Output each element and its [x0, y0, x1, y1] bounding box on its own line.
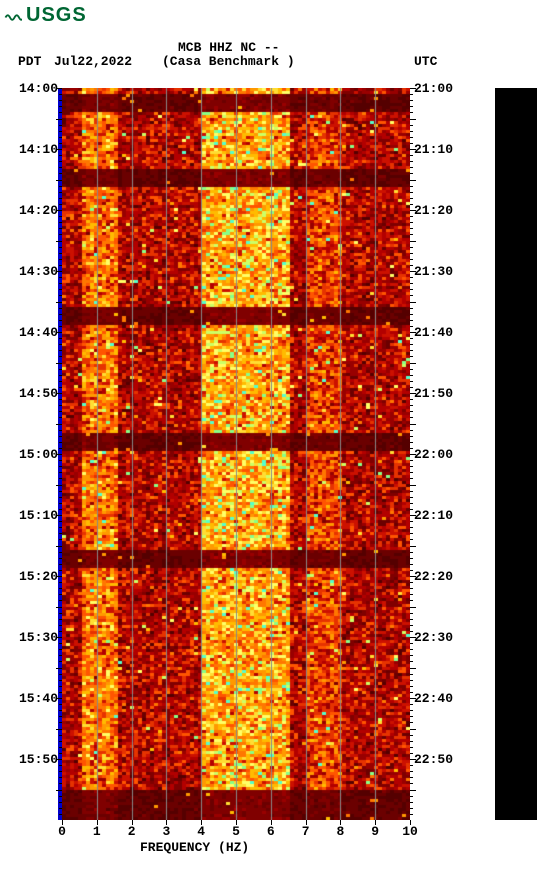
y-right-label: 22:50	[414, 752, 453, 767]
usgs-logo: USGS	[4, 4, 87, 27]
y-right-label: 22:20	[414, 569, 453, 584]
y-right-label: 22:30	[414, 630, 453, 645]
y-left-label: 15:40	[18, 691, 58, 706]
y-right-label: 21:50	[414, 386, 453, 401]
x-axis-label: 8	[330, 824, 350, 839]
x-axis-label: 5	[226, 824, 246, 839]
y-left-label: 14:00	[18, 81, 58, 96]
y-right-label: 21:10	[414, 142, 453, 157]
spectrogram-canvas	[62, 88, 410, 820]
x-axis-label: 2	[122, 824, 142, 839]
y-left-label: 14:40	[18, 325, 58, 340]
y-left-label: 15:00	[18, 447, 58, 462]
wave-icon	[4, 7, 22, 25]
date-label: Jul22,2022	[54, 54, 132, 69]
y-right-label: 21:00	[414, 81, 453, 96]
station-line2: (Casa Benchmark )	[162, 54, 295, 69]
y-right-label: 22:10	[414, 508, 453, 523]
logo-text: USGS	[26, 4, 87, 27]
y-right-label: 21:30	[414, 264, 453, 279]
x-axis-label: 9	[365, 824, 385, 839]
x-axis-label: 0	[52, 824, 72, 839]
x-axis-label: 6	[261, 824, 281, 839]
x-axis-title: FREQUENCY (HZ)	[140, 840, 249, 855]
x-axis-label: 7	[296, 824, 316, 839]
station-line1: MCB HHZ NC --	[178, 40, 279, 55]
y-left-label: 15:20	[18, 569, 58, 584]
y-right-label: 21:20	[414, 203, 453, 218]
y-left-label: 14:50	[18, 386, 58, 401]
tz-right-label: UTC	[414, 54, 437, 69]
y-right-label: 22:40	[414, 691, 453, 706]
tz-left-label: PDT	[18, 54, 41, 69]
x-axis-label: 10	[400, 824, 420, 839]
y-left-label: 15:50	[18, 752, 58, 767]
spectrogram-plot	[62, 88, 410, 820]
y-left-label: 14:30	[18, 264, 58, 279]
colorbar	[495, 88, 537, 820]
x-axis-label: 4	[191, 824, 211, 839]
y-left-label: 14:10	[18, 142, 58, 157]
x-axis-label: 3	[156, 824, 176, 839]
y-left-label: 15:30	[18, 630, 58, 645]
x-axis-label: 1	[87, 824, 107, 839]
y-right-label: 21:40	[414, 325, 453, 340]
y-left-label: 14:20	[18, 203, 58, 218]
y-right-label: 22:00	[414, 447, 453, 462]
y-left-label: 15:10	[18, 508, 58, 523]
